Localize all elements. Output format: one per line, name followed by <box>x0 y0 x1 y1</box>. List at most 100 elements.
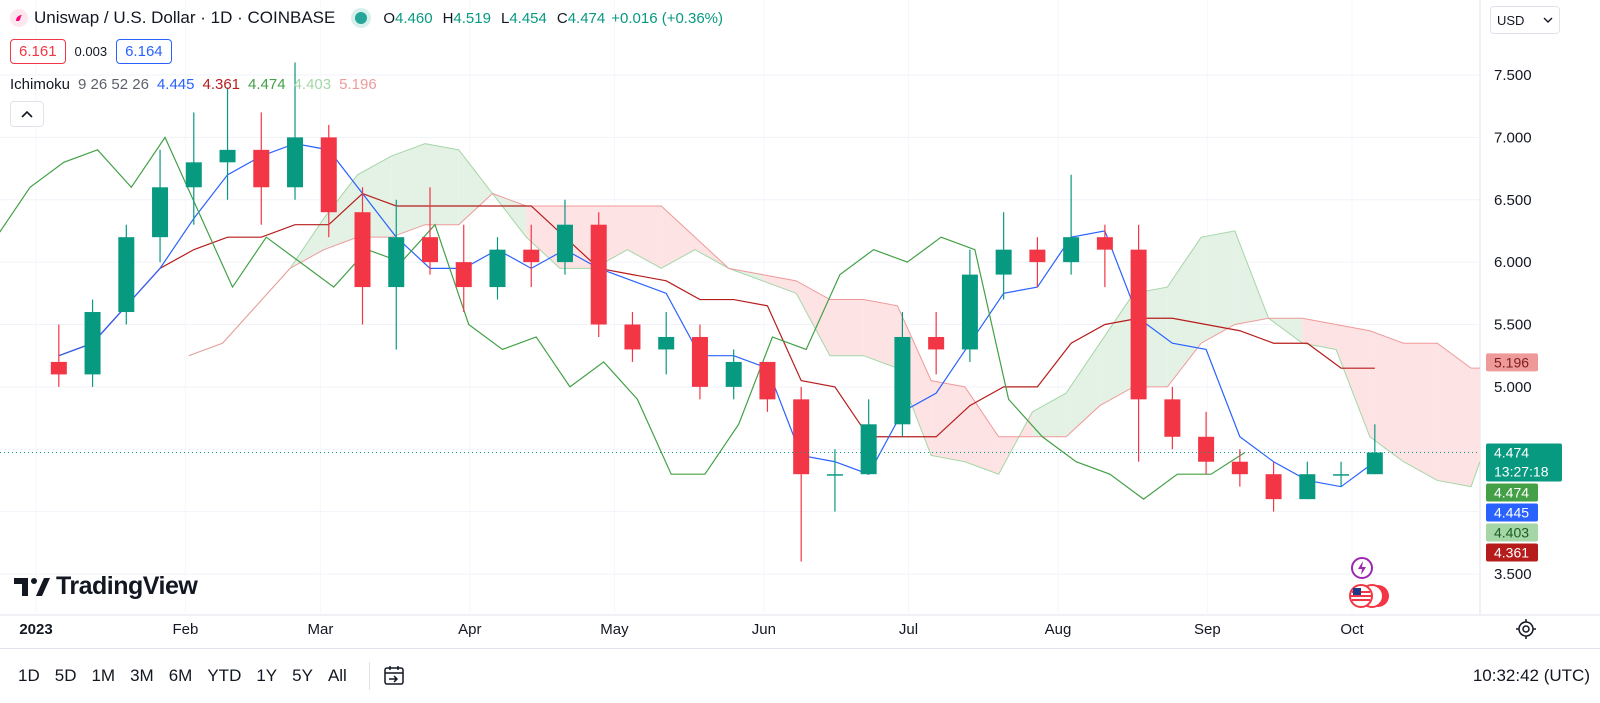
status-dot-icon[interactable] <box>355 12 368 24</box>
uniswap-logo-icon <box>10 9 28 27</box>
range-3m-button[interactable]: 3M <box>130 666 154 685</box>
candle-body <box>219 149 236 163</box>
range-1d-button[interactable]: 1D <box>18 666 40 685</box>
candle-body <box>50 361 67 375</box>
candle-body <box>1366 452 1383 475</box>
sell-button[interactable]: 6.161 <box>10 39 66 64</box>
candle-body <box>152 187 169 238</box>
axis-price-label-bg <box>1486 503 1538 522</box>
candle-body <box>961 274 978 350</box>
range-ytd-button[interactable]: YTD <box>207 666 242 685</box>
candle-body <box>422 237 438 263</box>
axis-price-label-bg <box>1486 543 1538 562</box>
y-tick-label: 5.000 <box>1494 379 1532 396</box>
candle-body <box>995 249 1012 275</box>
us-flag-event-icon[interactable] <box>1347 583 1391 609</box>
bottom-toolbar: 1D 5D 1M 3M 6M YTD 1Y 5Y All 10:32:42 (U… <box>0 648 1600 703</box>
range-5d-button[interactable]: 5D <box>54 666 77 685</box>
y-tick-label: 6.000 <box>1494 254 1532 271</box>
cloud-bullish-segment <box>1032 393 1067 437</box>
countdown-label: 13:27:18 <box>1494 463 1549 479</box>
candle-body <box>185 162 202 188</box>
cloud-bullish-segment <box>1066 343 1100 437</box>
range-5y-button[interactable]: 5Y <box>292 666 313 685</box>
y-tick-label: 5.500 <box>1494 317 1532 334</box>
range-6m-button[interactable]: 6M <box>168 666 193 685</box>
cloud-bearish-segment <box>931 380 965 462</box>
ichimoku-legend[interactable]: Ichimoku 9 26 52 26 4.445 4.361 4.474 4.… <box>10 76 377 93</box>
candle-body <box>928 336 945 350</box>
clock-readout[interactable]: 10:32:42 (UTC) <box>1472 666 1590 685</box>
cloud-bullish-segment <box>1234 230 1269 325</box>
x-tick-label: Jun <box>752 621 776 638</box>
candle-body <box>1130 249 1147 400</box>
currency-select[interactable]: USD <box>1490 6 1560 34</box>
currency-value: USD <box>1497 12 1525 28</box>
cloud-bearish-segment <box>1369 330 1404 462</box>
symbol-title[interactable]: Uniswap / U.S. Dollar · 1D · COINBASE <box>34 8 336 27</box>
candle-body <box>455 262 472 288</box>
toolbar-divider <box>368 662 370 690</box>
cloud-bearish-segment <box>1403 343 1438 481</box>
candle-body <box>523 249 540 263</box>
collapse-legend-button[interactable] <box>10 101 44 127</box>
y-tick-label: 6.500 <box>1494 192 1532 209</box>
cloud-bearish-segment <box>796 280 830 356</box>
senkou-b-line <box>188 192 1480 438</box>
range-all-button[interactable]: All <box>327 666 347 685</box>
chevron-down-icon <box>1543 17 1553 23</box>
settings-icon[interactable] <box>1515 618 1537 640</box>
buy-button[interactable]: 6.164 <box>116 39 172 64</box>
candle-body <box>556 224 573 263</box>
candle-body <box>1299 474 1316 500</box>
brand-name: TradingView <box>56 572 198 600</box>
cloud-bearish-segment <box>627 205 662 269</box>
tenkan-value: 4.445 <box>156 76 195 93</box>
candle-body <box>860 424 877 475</box>
cloud-bearish-segment <box>661 205 695 269</box>
date-range-icon[interactable] <box>382 664 406 688</box>
tradingview-logo[interactable]: TradingView <box>14 572 198 601</box>
x-tick-label: 2023 <box>19 621 52 638</box>
price-change: +0.016 (+0.36%) <box>611 9 723 27</box>
axis-price-label-bg <box>1486 353 1538 372</box>
x-tick-label: Sep <box>1194 621 1221 638</box>
x-tick-label: Aug <box>1045 621 1072 638</box>
cloud-bearish-segment <box>1437 343 1472 487</box>
candle-body <box>1164 399 1181 437</box>
senkou-a-line <box>188 143 1481 488</box>
axis-price-label: 4.403 <box>1494 524 1529 540</box>
cloud-bearish-segment <box>964 386 999 475</box>
cloud-bearish-segment <box>1302 318 1337 350</box>
candle-body <box>253 149 270 188</box>
senkou-b-value: 5.196 <box>339 76 377 93</box>
indicator-params: 9 26 52 26 <box>78 76 149 93</box>
axis-price-label: 4.361 <box>1494 544 1529 560</box>
symbol-legend: Uniswap / U.S. Dollar · 1D · COINBASE O4… <box>10 8 723 28</box>
candle-body <box>759 361 776 400</box>
candle-body <box>691 336 708 387</box>
axis-price-label-bg <box>1486 443 1562 482</box>
cloud-bearish-segment <box>829 299 864 356</box>
y-tick-label: 7.000 <box>1494 129 1532 146</box>
kijun-line <box>58 192 1375 438</box>
indicator-name: Ichimoku <box>10 76 71 93</box>
candle-body <box>1265 474 1282 500</box>
candle-body <box>354 212 371 288</box>
axis-price-label: 5.196 <box>1494 354 1529 370</box>
x-tick-label: Feb <box>173 621 199 638</box>
candle-body <box>1231 461 1248 475</box>
range-1y-button[interactable]: 1Y <box>256 666 278 685</box>
chikou-line <box>0 136 1246 500</box>
x-tick-label: May <box>600 621 629 638</box>
axis-price-label: 4.474 <box>1494 484 1529 500</box>
candle-body <box>725 361 742 387</box>
candle-body <box>1333 474 1350 476</box>
ohlc-values: O4.460 H4.519 L4.454 C4.474 <box>383 9 606 27</box>
cloud-bullish-segment <box>425 143 459 225</box>
cloud-bullish-segment <box>1201 230 1235 344</box>
x-tick-label: Mar <box>307 621 333 638</box>
lightning-event-icon[interactable] <box>1350 556 1374 580</box>
range-1m-button[interactable]: 1M <box>91 666 116 685</box>
